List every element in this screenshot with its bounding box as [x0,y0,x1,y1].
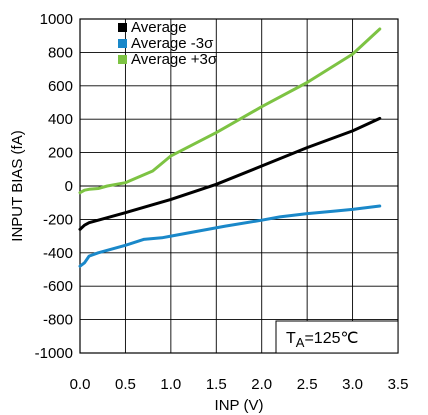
y-tick-label: 800 [48,44,73,61]
x-tick-label: 0.5 [115,376,136,393]
annotation-prefix: T [286,330,296,347]
y-tick-label: -800 [43,312,73,329]
annotation-suffix: =125℃ [304,330,358,347]
annotation-box [275,320,399,354]
y-tick-label: -1000 [35,345,73,362]
legend-swatch [118,55,127,64]
x-tick-labels: 0.0 0.5 1.0 1.5 2.0 2.5 3.0 3.5 [70,376,409,393]
legend-label: Average +3σ [131,51,218,68]
x-tick-label: 3.5 [388,376,409,393]
y-tick-label: 400 [48,111,73,128]
annotation-text: TA=125℃ [286,330,358,350]
series-line-3 [78,27,382,195]
series-layer [78,27,382,268]
y-tick-label: 1000 [40,11,73,28]
legend-label: Average -3σ [131,35,214,52]
x-tick-label: 1.5 [206,376,227,393]
series-line-1 [78,116,382,231]
y-tick-label: -400 [43,245,73,262]
plot-frame [79,18,399,354]
y-tick-label: 600 [48,78,73,95]
y-tick-label: 200 [48,145,73,162]
x-tick-label: 2.5 [297,376,318,393]
y-tick-labels: 1000 800 600 400 200 0 -200 -400 -600 -800 -1000 [35,11,73,362]
series-line-2 [78,204,382,268]
legend-swatch [118,39,127,48]
y-tick-label: 0 [65,178,73,195]
y-tick-label: -200 [43,211,73,228]
x-tick-label: 3.0 [342,376,363,393]
x-axis-title: INP (V) [215,397,264,414]
x-tick-label: 2.0 [251,376,272,393]
legend-swatch [118,23,127,32]
x-tick-label: 0.0 [70,376,91,393]
legend-label: Average [131,19,187,36]
temperature-annotation: TA=125℃ [275,320,399,354]
grid [80,19,398,353]
y-axis-title: INPUT BIAS (fA) [9,130,26,241]
annotation-subscript: A [296,335,305,350]
y-tick-label: -600 [43,278,73,295]
x-tick-label: 1.0 [160,376,181,393]
